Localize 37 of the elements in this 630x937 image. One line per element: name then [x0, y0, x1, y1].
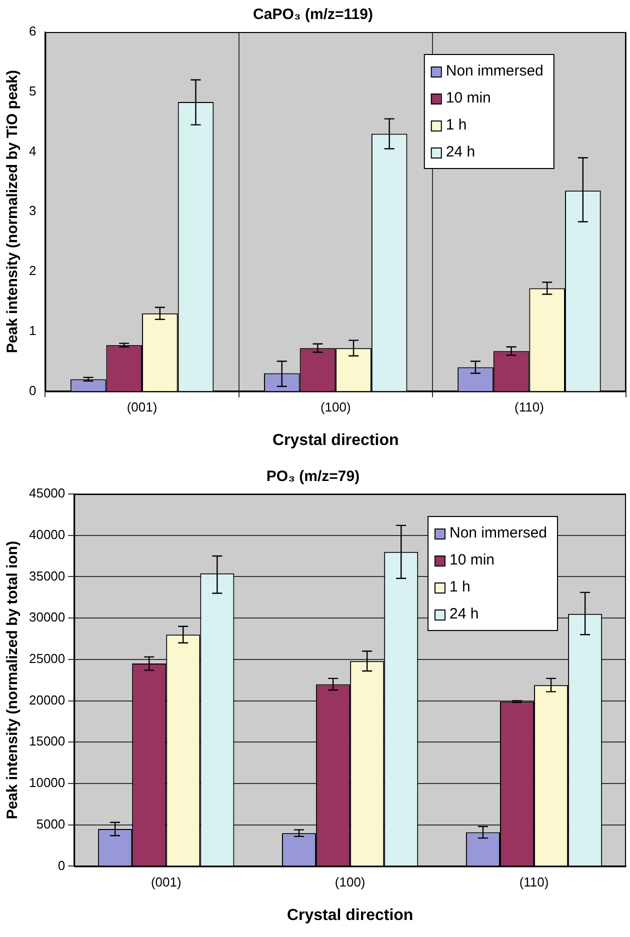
- x-tick-label: (001): [150, 874, 182, 890]
- x-tick-label: (001): [126, 400, 158, 415]
- legend-label: Non immersed: [449, 524, 548, 542]
- y-tick-label: 0: [58, 858, 66, 873]
- legend-label: 24 h: [449, 606, 479, 623]
- legend-label: 24 h: [446, 144, 476, 161]
- y-tick-label: 3: [28, 203, 36, 218]
- y-tick-label: 20000: [28, 692, 66, 708]
- x-tick-label: (100): [334, 874, 366, 890]
- legend-label: 10 min: [446, 90, 491, 107]
- legend-label: 1 h: [449, 578, 470, 596]
- y-tick-label: 30000: [28, 610, 66, 625]
- chart-title: CaPO₃ (m/z=119): [253, 6, 373, 24]
- y-tick-label: 1: [28, 322, 36, 338]
- y-axis-title: Peak intensity (normalized by TiO peak): [4, 70, 22, 354]
- y-tick-label: 4: [28, 143, 36, 158]
- y-tick-label: 15000: [28, 734, 66, 749]
- x-tick-label: (110): [519, 874, 549, 890]
- y-tick-label: 45000: [28, 486, 66, 501]
- y-tick-label: 0: [28, 382, 36, 398]
- legend-label: Non immersed: [446, 62, 544, 80]
- legend-label: 10 min: [449, 552, 495, 569]
- y-tick-label: 5000: [36, 816, 66, 832]
- y-axis-title: Peak intensity (normalized by total ion): [4, 540, 22, 820]
- x-axis-title: Crystal direction: [272, 432, 399, 449]
- x-axis-title: Crystal direction: [286, 906, 414, 924]
- x-tick-label: (100): [320, 400, 351, 415]
- y-tick-label: 6: [28, 24, 36, 39]
- chart-title: PO₃ (m/z=79): [266, 468, 360, 486]
- y-tick-label: 40000: [28, 526, 66, 542]
- legend-label: 1 h: [446, 116, 467, 134]
- y-tick-label: 25000: [28, 651, 66, 666]
- y-tick-label: 2: [28, 263, 36, 278]
- y-tick-label: 5: [28, 83, 36, 98]
- y-tick-label: 10000: [28, 775, 66, 790]
- x-tick-label: (110): [514, 400, 544, 415]
- y-tick-label: 35000: [28, 568, 66, 584]
